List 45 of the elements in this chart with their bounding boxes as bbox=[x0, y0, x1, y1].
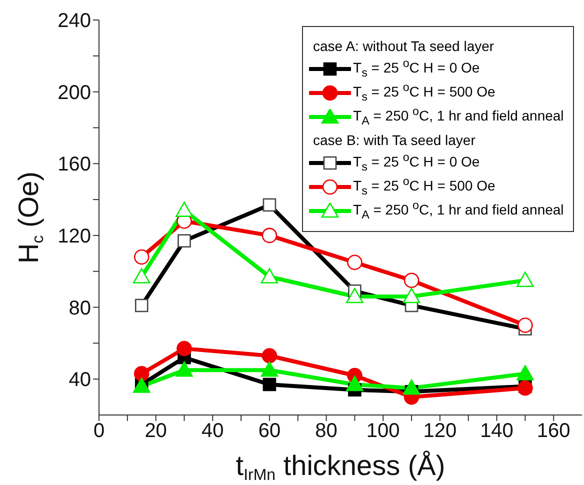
x-axis-title: t$_{IrMn}$ thickness (Å) bbox=[236, 450, 446, 484]
point bbox=[402, 288, 420, 304]
y-tick-label: 120 bbox=[58, 226, 91, 248]
point bbox=[518, 380, 533, 396]
annotation: case A: without Ta seed layer bbox=[312, 37, 496, 56]
legend-label: T$_{s}$ = 25 $^{o}$C H = 500 Oe bbox=[353, 80, 496, 106]
point bbox=[134, 366, 150, 382]
point bbox=[176, 202, 193, 217]
legend-label: T$_{A}$ = 250 $^{o}$C, 1 hr and field anneal bbox=[353, 104, 564, 130]
y-tick-label: 240 bbox=[58, 10, 91, 32]
legend-label: T$_{A}$ = 250 $^{o}$C, 1 hr and field anneal bbox=[353, 198, 564, 224]
legend-label: T$_{s}$ = 25 $^{o}$C H = 500 Oe bbox=[353, 174, 496, 200]
point bbox=[132, 268, 150, 284]
legend-label: T$_{s}$ = 25 $^{o}$C H = 0 Oe bbox=[353, 56, 480, 82]
point bbox=[176, 340, 192, 356]
point bbox=[134, 249, 150, 265]
x-tick-label: 140 bbox=[480, 420, 514, 442]
x-tick-label: 0 bbox=[93, 420, 105, 442]
point bbox=[176, 361, 193, 377]
point bbox=[346, 376, 364, 392]
x-tick-label: 100 bbox=[366, 420, 400, 442]
x-tick-label: 20 bbox=[144, 420, 167, 442]
x-tick-label: 120 bbox=[423, 420, 457, 442]
point bbox=[262, 378, 276, 392]
point bbox=[260, 268, 278, 284]
y-tick-label: 80 bbox=[68, 297, 91, 320]
x-tick-label: 80 bbox=[315, 420, 338, 442]
y-tick-label: 160 bbox=[58, 154, 91, 176]
y-tick-label: 200 bbox=[58, 82, 91, 104]
point bbox=[262, 228, 278, 244]
legend-label: T$_{s}$ = 25 $^{o}$C H = 0 Oe bbox=[353, 150, 480, 176]
point bbox=[347, 254, 362, 270]
point bbox=[404, 272, 420, 288]
x-tick-label: 160 bbox=[536, 420, 570, 442]
point bbox=[516, 272, 534, 287]
point bbox=[516, 365, 534, 380]
point bbox=[346, 288, 364, 304]
point bbox=[402, 379, 420, 395]
x-tick-label: 40 bbox=[202, 420, 224, 442]
point bbox=[260, 361, 278, 377]
x-tick-label: 60 bbox=[258, 420, 281, 442]
annotation: case B: with Ta seed layer bbox=[312, 131, 476, 150]
point bbox=[518, 318, 533, 333]
point bbox=[262, 348, 278, 364]
y-tick-label: 40 bbox=[68, 369, 91, 392]
